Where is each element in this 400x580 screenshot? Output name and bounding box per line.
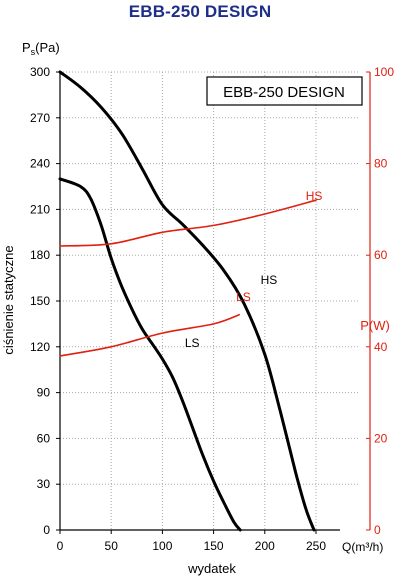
y-tick-label: 300	[30, 65, 50, 79]
y-tick-label: 150	[30, 294, 50, 308]
legend-box	[206, 76, 363, 106]
y2-tick-label: 60	[374, 248, 388, 262]
x-tick-label: 50	[105, 539, 119, 553]
legend-box-label: EBB-250 DESIGN	[223, 84, 345, 101]
grid	[60, 71, 360, 530]
y2-tick-label: 0	[374, 523, 381, 537]
series-line-pressure-hs	[58, 70, 316, 532]
y2-axis-label: P(W)	[360, 318, 390, 333]
x-unit-label: Q(m³/h)	[342, 540, 383, 554]
y-tick-label: 30	[37, 477, 51, 491]
y-tick-label: 0	[43, 523, 50, 537]
y-axis-label: ciśnienie statyczne	[1, 245, 16, 354]
page-title: EBB-250 DESIGN	[128, 2, 272, 21]
y-tick-label: 90	[37, 386, 51, 400]
series-line-power-ls	[59, 313, 240, 357]
y2-tick-label: 80	[374, 157, 388, 171]
series-label-power-hs: HS	[306, 189, 323, 203]
series-line-power-hs	[59, 199, 317, 247]
y-tick-label: 60	[37, 431, 51, 445]
y-tick-label: 180	[30, 248, 50, 262]
y-tick-label: 240	[30, 157, 50, 171]
series-label-pressure-ls: LS	[185, 336, 200, 350]
series-label-power-ls: LS	[236, 290, 251, 304]
x-tick-label: 250	[306, 539, 326, 553]
y2-tick-label: 40	[374, 340, 388, 354]
y-tick-label: 270	[30, 111, 50, 125]
y2-tick-label: 20	[374, 431, 388, 445]
x-tick-label: 200	[255, 539, 275, 553]
y-tick-label: 120	[30, 340, 50, 354]
y-unit-label: Ps(Pa)	[22, 40, 60, 57]
x-tick-label: 100	[152, 539, 172, 553]
y-tick-label: 210	[30, 202, 50, 216]
series-line-pressure-ls	[58, 177, 242, 532]
x-axis-label: wydatek	[187, 561, 236, 576]
axes	[59, 72, 371, 531]
y2-tick-label: 100	[374, 65, 394, 79]
series-layer: HS LS HS LS	[58, 70, 323, 532]
x-tick-label: 150	[204, 539, 224, 553]
series-label-pressure-hs: HS	[261, 273, 278, 287]
x-tick-label: 0	[57, 539, 64, 553]
